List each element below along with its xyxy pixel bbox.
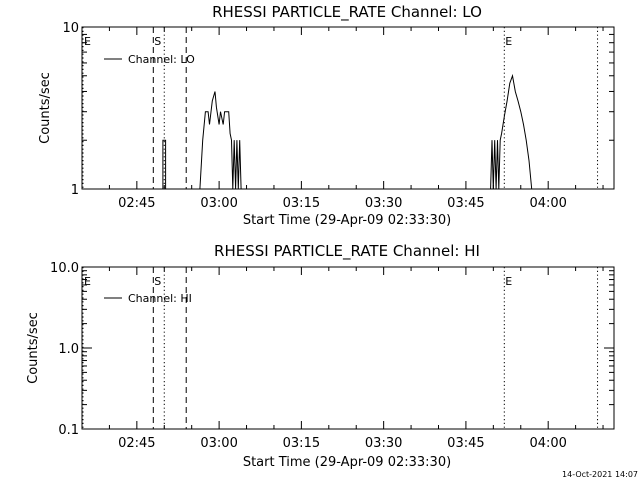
hi-y-tick-label: 1.0 [58, 342, 79, 357]
lo-x-tick-label: 03:15 [283, 196, 320, 211]
lo-y-tick-label: 1 [71, 183, 79, 198]
lo-x-tick-label: 03:45 [447, 196, 484, 211]
hi-marker-label: S [154, 275, 161, 288]
hi-x-tick-label: 03:15 [283, 436, 320, 451]
hi-marker-label: E [84, 275, 91, 288]
lo-x-tick-label: 02:45 [118, 196, 155, 211]
hi-legend-label: Channel: HI [128, 292, 192, 305]
hi-x-axis-label: Start Time (29-Apr-09 02:33:30) [243, 455, 451, 470]
hi-y-tick-label: 0.1 [58, 423, 79, 438]
lo-x-tick-label: 03:00 [200, 196, 237, 211]
panel-hi: RHESSI PARTICLE_RATE Channel: HI 02:45 03… [26, 242, 615, 470]
hi-data-layer: 02:45 03:00 03:15 03:30 03:45 04:00 0.1 1.0 10.0… [50, 261, 614, 451]
lo-series-line [162, 73, 533, 190]
lo-marker-label: E [505, 35, 512, 48]
hi-marker-label: E [505, 275, 512, 288]
lo-marker-label: S [154, 35, 161, 48]
hi-x-tick-label: 03:45 [447, 436, 484, 451]
hi-legend: Channel: HI [104, 292, 192, 305]
hi-chart-title: RHESSI PARTICLE_RATE Channel: HI [214, 242, 480, 261]
lo-legend: Channel: LO [104, 53, 195, 66]
lo-chart-title: RHESSI PARTICLE_RATE Channel: LO [212, 3, 482, 22]
lo-x-tick-label: 04:00 [529, 196, 566, 211]
lo-marker-label: E [84, 35, 91, 48]
lo-y-tick-label: 10 [62, 21, 79, 36]
footer-timestamp: 14-Oct-2021 14:07 [562, 470, 638, 479]
hi-x-tick-label: 03:30 [365, 436, 402, 451]
lo-plot-frame [81, 26, 615, 190]
hi-x-tick-label: 03:00 [200, 436, 237, 451]
hi-x-tick-label: 04:00 [529, 436, 566, 451]
lo-x-axis-label: Start Time (29-Apr-09 02:33:30) [243, 213, 451, 228]
hi-y-tick-label: 10.0 [50, 261, 79, 276]
panel-lo: RHESSI PARTICLE_RATE Channel: LO 02:45 03… [38, 3, 615, 228]
lo-y-axis-label: Counts/sec [38, 72, 53, 144]
lo-legend-label: Channel: LO [128, 53, 195, 66]
hi-x-tick-label: 02:45 [118, 436, 155, 451]
hi-y-axis-label: Counts/sec [26, 312, 41, 384]
lo-x-tick-label: 03:30 [365, 196, 402, 211]
lo-data-layer: 02:45 03:00 03:15 03:30 03:45 04:00 1 10 E S E [62, 21, 614, 211]
